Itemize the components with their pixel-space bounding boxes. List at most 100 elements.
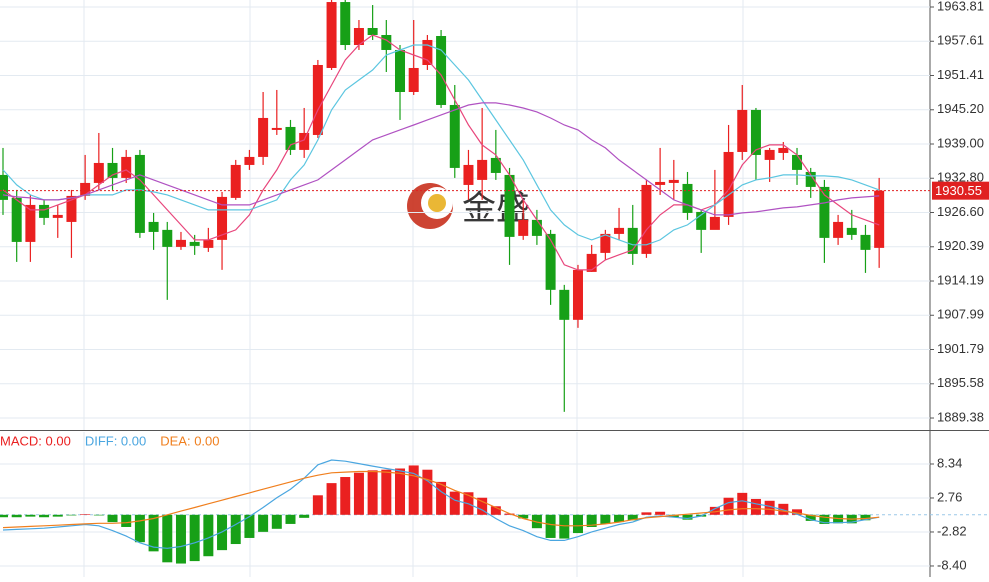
histogram-bar xyxy=(258,514,269,532)
candle-body xyxy=(230,164,241,198)
candle-body xyxy=(408,67,419,92)
histogram-bar xyxy=(25,514,36,517)
candle-body xyxy=(531,219,542,236)
candle-body xyxy=(0,174,8,200)
candle-body xyxy=(572,269,583,320)
histogram-bar xyxy=(244,514,255,538)
candle-body xyxy=(422,39,433,65)
y-tick-label: 1945.20 xyxy=(937,101,984,116)
candle-body xyxy=(860,234,871,250)
legend-label: MACD: 0.00 xyxy=(0,433,71,448)
histogram-bar xyxy=(285,514,296,524)
y-tick-label: 8.34 xyxy=(937,455,962,470)
histogram-bar xyxy=(395,468,406,515)
histogram-bar xyxy=(614,514,625,523)
histogram-bar xyxy=(477,497,488,515)
candle-body xyxy=(696,211,707,230)
histogram-bar xyxy=(422,469,433,515)
candle-body xyxy=(518,219,529,236)
candle-body xyxy=(285,126,296,150)
candle-body xyxy=(614,227,625,234)
candle-body xyxy=(93,162,104,183)
candle-body xyxy=(134,154,145,233)
histogram-bar xyxy=(737,492,748,515)
candle-body xyxy=(545,233,556,290)
histogram-bar xyxy=(299,514,310,518)
histogram-bar xyxy=(805,514,816,521)
histogram-bar xyxy=(559,514,570,539)
y-tick-label: 1951.41 xyxy=(937,67,984,82)
histogram-bar xyxy=(682,514,693,520)
candle-body xyxy=(189,241,200,246)
histogram-bar xyxy=(230,514,241,545)
histogram-bar xyxy=(709,506,720,515)
histogram-bar xyxy=(627,514,638,521)
histogram-bar xyxy=(107,514,118,523)
candle-body xyxy=(148,221,159,232)
candle-body xyxy=(353,27,364,46)
candle-body xyxy=(449,104,460,168)
candle-body xyxy=(750,109,761,155)
candle-body xyxy=(668,179,679,183)
y-tick-label: 1932.80 xyxy=(937,170,984,185)
candle-body xyxy=(80,182,91,196)
candle-body xyxy=(709,216,720,230)
histogram-bar xyxy=(326,483,337,515)
y-tick-label: 1914.19 xyxy=(937,272,984,287)
line-series xyxy=(2,459,880,549)
candle-body xyxy=(504,174,515,237)
candle-body xyxy=(682,183,693,213)
histogram-bar xyxy=(312,495,323,515)
line-series xyxy=(2,102,880,216)
histogram-bar xyxy=(408,465,419,515)
histogram-bar xyxy=(792,509,803,515)
histogram-bar xyxy=(572,514,583,534)
candle-body xyxy=(833,221,844,238)
histogram-bar xyxy=(340,477,351,515)
y-tick-label: 2.76 xyxy=(937,489,962,504)
y-tick-label: -8.40 xyxy=(937,557,967,572)
legend-label: DEA: 0.00 xyxy=(160,433,219,448)
line-series xyxy=(2,34,880,271)
watermark: 金盛 xyxy=(407,183,530,229)
candle-body xyxy=(244,156,255,165)
histogram-bar xyxy=(367,470,378,515)
last-price-box xyxy=(932,181,989,200)
histogram-bar xyxy=(545,514,556,538)
histogram-bar xyxy=(134,514,145,543)
candle-body xyxy=(778,147,789,153)
candle-body xyxy=(463,164,474,185)
y-tick-label: 1889.38 xyxy=(937,409,984,424)
histogram-bar xyxy=(203,514,214,557)
candle-body xyxy=(66,195,77,222)
histogram-bar xyxy=(353,472,364,515)
histogram-bar xyxy=(600,514,611,524)
candle-body xyxy=(819,186,830,238)
candle-body xyxy=(217,196,228,240)
histogram-bar xyxy=(175,514,186,564)
candle-body xyxy=(395,49,406,92)
candle-body xyxy=(723,151,734,217)
y-tick-label: 1957.61 xyxy=(937,33,984,48)
y-tick-label: 1901.79 xyxy=(937,341,984,356)
y-tick-label: 1895.58 xyxy=(937,375,984,390)
candle-body xyxy=(436,36,447,105)
histogram-bar xyxy=(0,514,8,518)
histogram-bar xyxy=(381,469,392,515)
histogram-bar xyxy=(189,514,200,562)
line-series xyxy=(2,470,880,529)
histogram-bar xyxy=(11,514,22,518)
histogram-bar xyxy=(750,498,761,515)
histogram-bar xyxy=(148,514,159,552)
histogram-bar xyxy=(271,514,282,529)
histogram-bar xyxy=(518,514,529,519)
candle-body xyxy=(655,181,666,185)
candle-body xyxy=(175,239,186,247)
candle-body xyxy=(600,233,611,253)
histogram-bar xyxy=(586,514,597,527)
candle-body xyxy=(271,127,282,130)
y-tick-label: 1939.00 xyxy=(937,135,984,150)
histogram-bar xyxy=(80,514,91,515)
histogram-bar xyxy=(723,497,734,515)
